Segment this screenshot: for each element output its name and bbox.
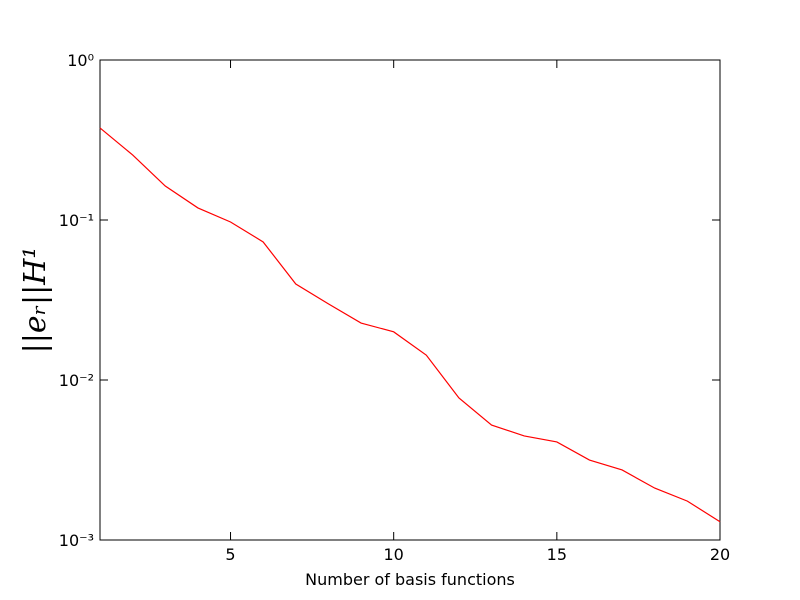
line: [99, 127, 721, 523]
y-tick-label: 10⁻²: [59, 371, 94, 390]
x-tick-label: 20: [710, 545, 730, 564]
y-axis-label: ||eᵣ||H¹: [18, 247, 53, 354]
x-tick-label: 15: [547, 545, 567, 564]
x-tick-label: 5: [225, 545, 235, 564]
y-tick-label: 10⁰: [67, 51, 94, 70]
plot-frame: [99, 59, 721, 541]
x-tick-label: 10: [384, 545, 404, 564]
y-tick-label: 10⁻¹: [59, 211, 94, 230]
y-tick-label: 10⁻³: [59, 531, 94, 550]
x-axis-label: Number of basis functions: [305, 570, 515, 589]
